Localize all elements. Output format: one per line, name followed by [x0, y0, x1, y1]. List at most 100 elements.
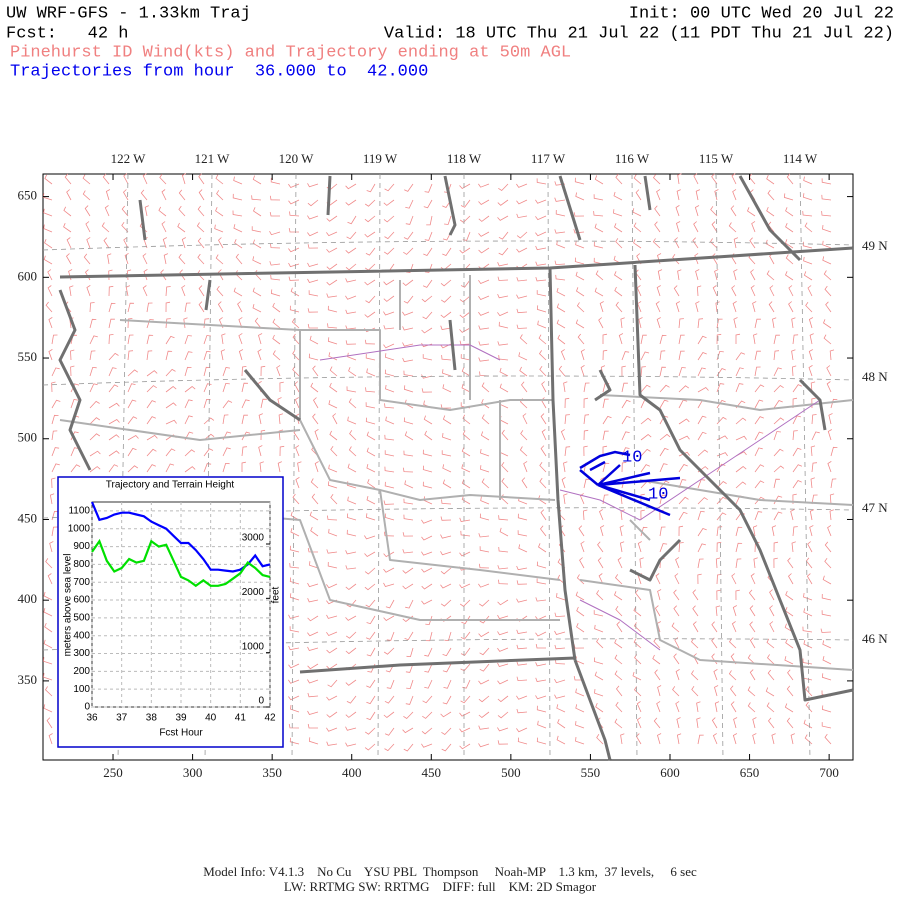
wind-barb [479, 663, 490, 672]
wind-barb [365, 295, 376, 304]
wind-barb [790, 733, 795, 745]
wind-barb [773, 334, 780, 345]
header-valid: Valid: 18 UTC Thu 21 Jul 22 (11 PDT Thu … [384, 24, 894, 43]
wind-barb [735, 542, 743, 553]
wind-barb [364, 727, 376, 735]
wind-barb [51, 334, 58, 345]
wind-barb [765, 687, 775, 697]
wind-barb [307, 231, 319, 237]
county-line [599, 394, 854, 506]
wind-barb [497, 647, 509, 652]
wind-barb [460, 279, 471, 288]
inset-frame [57, 476, 284, 748]
wind-barb [516, 199, 528, 205]
wind-barb [633, 606, 642, 617]
wind-barb [424, 647, 433, 657]
wind-barb [784, 656, 794, 665]
wind-barb [278, 413, 284, 425]
wind-barb [498, 231, 509, 240]
wind-barb [222, 400, 233, 409]
wind-barb [459, 517, 471, 522]
wind-barb [555, 209, 566, 217]
wind-barb [754, 496, 765, 505]
wind-barb [421, 327, 433, 334]
series-line [90, 501, 271, 573]
wind-barb [822, 225, 832, 233]
wind-barb [594, 689, 604, 697]
graticule [42, 173, 854, 761]
wind-barb [235, 253, 243, 265]
wind-barb [563, 493, 568, 505]
wind-barb [44, 239, 53, 249]
wind-barb [692, 605, 699, 617]
y2-tick-label: 2000 [242, 587, 265, 598]
wind-barb [636, 717, 642, 729]
y-tick-label: 350 [18, 672, 38, 687]
wind-barb [127, 447, 137, 457]
wind-barb [269, 212, 280, 217]
wind-barb [290, 705, 300, 713]
wind-barb [328, 400, 338, 409]
wind-barb [307, 646, 319, 651]
wind-barb [517, 530, 528, 537]
wind-barb [347, 416, 357, 425]
wind-barb [160, 269, 167, 281]
wind-barb [640, 334, 647, 345]
wind-barb [405, 695, 414, 705]
wind-barb [196, 222, 205, 233]
wind-barb [593, 211, 604, 217]
wind-barb [640, 448, 651, 457]
wind-barb [403, 450, 414, 457]
wind-barb [714, 189, 719, 201]
wind-barb [146, 302, 153, 313]
wind-barb [697, 573, 702, 585]
wind-barb [146, 416, 156, 425]
wind-barb [772, 317, 777, 329]
wind-barb [289, 737, 300, 745]
wind-barb [198, 301, 205, 313]
wind-barb [690, 670, 699, 681]
wind-barb [197, 253, 205, 265]
wind-barb [383, 215, 395, 223]
wind-barb [165, 402, 177, 409]
wind-barb [478, 679, 490, 685]
wind-barb [497, 711, 509, 719]
wind-barb [481, 398, 490, 409]
wind-barb [749, 637, 756, 649]
wind-barb [51, 381, 56, 393]
wind-barb [364, 551, 376, 558]
wind-barb [424, 231, 433, 241]
wind-barb [403, 385, 414, 393]
wind-barb [48, 733, 53, 745]
wind-barb [767, 717, 775, 729]
wind-barb [602, 333, 608, 344]
wind-barb [580, 541, 585, 553]
wind-barb [786, 173, 794, 185]
wind-barb [124, 253, 129, 265]
wind-barb [729, 685, 737, 697]
wind-barb [233, 224, 243, 233]
wind-barb [516, 565, 528, 571]
wind-barb [459, 327, 471, 333]
wind-barb [582, 509, 588, 521]
y-tick-label: 1100 [68, 506, 90, 517]
wind-barb [497, 293, 509, 299]
y2-tick-label: 0 [258, 696, 264, 707]
header-title: UW WRF-GFS - 1.33km Traj [6, 4, 251, 23]
wind-barb [384, 434, 395, 441]
wind-barb [583, 382, 590, 393]
wind-barb [540, 413, 547, 425]
wind-barb [519, 334, 528, 345]
wind-barb [309, 511, 319, 521]
wind-barb [766, 174, 775, 185]
wind-barb [406, 679, 414, 690]
lake [326, 175, 802, 262]
wind-barb [535, 245, 547, 251]
wind-barb [108, 464, 119, 473]
wind-barb [696, 701, 701, 713]
wind-barb [237, 301, 243, 313]
wind-barb [576, 623, 585, 633]
wind-barb [556, 287, 566, 297]
wind-barb [753, 333, 758, 345]
wind-barb [806, 573, 813, 585]
